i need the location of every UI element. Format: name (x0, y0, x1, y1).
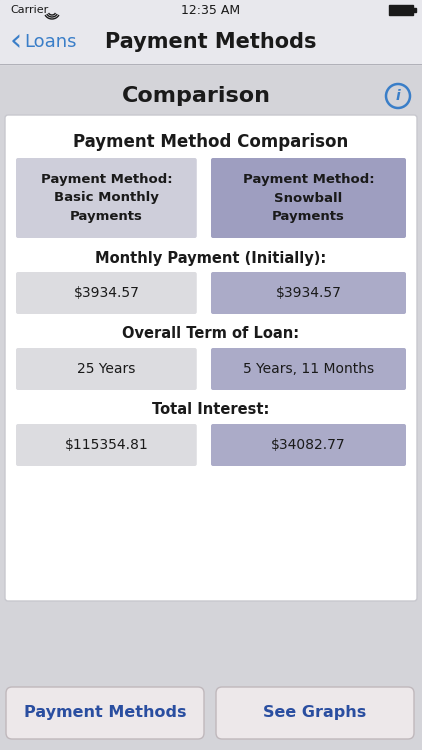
Text: ‹: ‹ (10, 28, 22, 56)
Text: i: i (396, 89, 400, 103)
FancyBboxPatch shape (6, 687, 204, 739)
FancyBboxPatch shape (16, 272, 197, 314)
Text: 5 Years, 11 Months: 5 Years, 11 Months (243, 362, 374, 376)
Text: $3934.57: $3934.57 (73, 286, 139, 300)
Text: Payment Methods: Payment Methods (105, 32, 317, 52)
Text: $115354.81: $115354.81 (65, 438, 148, 452)
FancyBboxPatch shape (16, 348, 197, 390)
FancyBboxPatch shape (5, 115, 417, 601)
Bar (390, 6, 411, 14)
Text: Payment Method Comparison: Payment Method Comparison (73, 133, 349, 151)
Text: Monthly Payment (Initially):: Monthly Payment (Initially): (95, 251, 327, 266)
Text: See Graphs: See Graphs (263, 706, 367, 721)
Text: Payment Method:
Snowball
Payments: Payment Method: Snowball Payments (243, 173, 374, 223)
FancyBboxPatch shape (16, 424, 197, 466)
Text: $3934.57: $3934.57 (276, 286, 341, 300)
Text: 12:35 AM: 12:35 AM (181, 4, 241, 16)
Bar (0, 20, 422, 64)
FancyBboxPatch shape (211, 272, 406, 314)
Text: Overall Term of Loan:: Overall Term of Loan: (122, 326, 300, 341)
Text: Total Interest:: Total Interest: (152, 403, 270, 418)
Text: Carrier: Carrier (10, 5, 48, 15)
FancyBboxPatch shape (16, 158, 197, 238)
Text: Loans: Loans (24, 33, 76, 51)
Bar (413, 8, 416, 12)
Bar (0, 0, 422, 20)
Text: Payment Method:
Basic Monthly
Payments: Payment Method: Basic Monthly Payments (41, 173, 172, 223)
FancyBboxPatch shape (211, 158, 406, 238)
Bar (389, 5, 413, 15)
FancyBboxPatch shape (211, 348, 406, 390)
FancyBboxPatch shape (211, 424, 406, 466)
Text: Comparison: Comparison (122, 86, 271, 106)
Text: Payment Methods: Payment Methods (24, 706, 186, 721)
FancyBboxPatch shape (216, 687, 414, 739)
Text: $34082.77: $34082.77 (271, 438, 346, 452)
Text: 25 Years: 25 Years (77, 362, 135, 376)
